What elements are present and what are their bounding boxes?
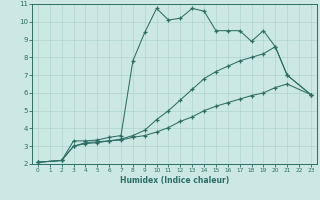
X-axis label: Humidex (Indice chaleur): Humidex (Indice chaleur) (120, 176, 229, 185)
